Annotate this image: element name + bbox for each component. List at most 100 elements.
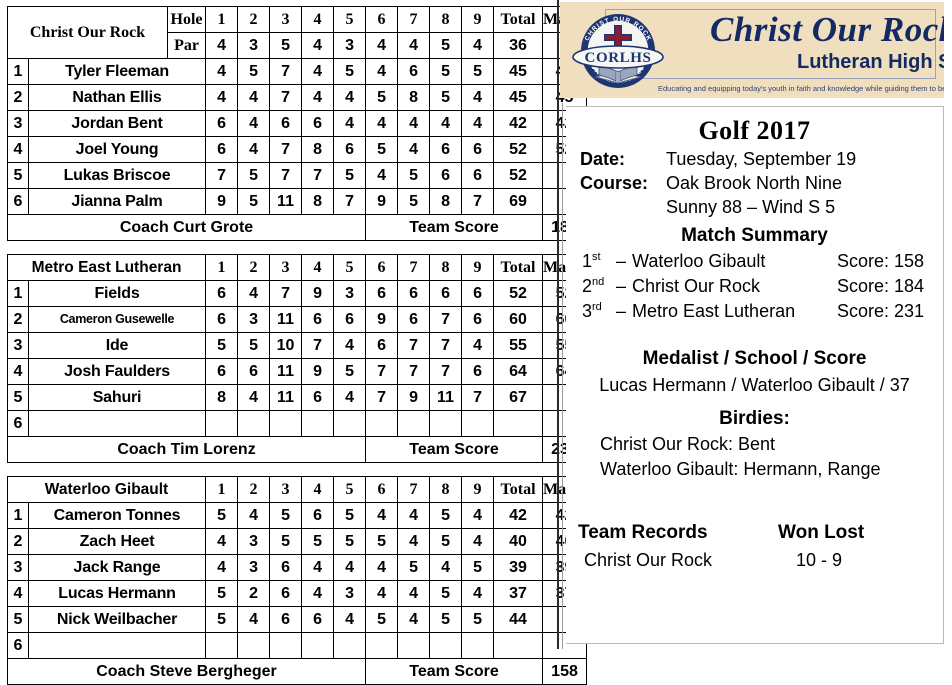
hole-number-cell: 4 — [301, 476, 335, 503]
hole-score-cell: 8 — [205, 384, 239, 411]
hole-score-cell: 5 — [429, 606, 463, 633]
hole-score-cell: 4 — [333, 84, 367, 111]
birdie-line: Waterloo Gibault: Hermann, Range — [600, 459, 881, 479]
coach-name-cell: Coach Steve Bergheger — [6, 658, 367, 685]
table-row: 5 Lukas Briscoe 7 5 7 7 5 4 5 6 6 52 — [7, 162, 588, 189]
hole-score-cell — [301, 410, 335, 437]
hole-number-cell: 7 — [397, 476, 431, 503]
player-number-cell: 4 — [7, 358, 29, 385]
rank-position: 1st — [582, 251, 601, 271]
hole-score-cell: 4 — [237, 280, 271, 307]
par-value-cell: 5 — [429, 32, 463, 59]
hole-score-cell: 4 — [397, 502, 431, 529]
hole-score-cell: 5 — [429, 528, 463, 555]
hole-score-cell: 7 — [461, 384, 495, 411]
total-header-cell: Total — [493, 6, 544, 33]
rank-team: Waterloo Gibault — [632, 251, 766, 271]
won-lost-label: Won Lost — [778, 522, 865, 543]
hole-score-cell: 6 — [333, 136, 367, 163]
course-value: Oak Brook North Nine — [666, 173, 843, 193]
hole-number-cell: 6 — [365, 254, 399, 281]
rank-dash: – — [616, 301, 627, 321]
hole-score-cell: 4 — [333, 332, 367, 359]
player-number-cell: 6 — [7, 632, 29, 659]
table-row: 2 Zach Heet 4 3 5 5 5 5 4 5 4 40 40 — [7, 528, 588, 555]
hole-score-cell: 4 — [365, 580, 399, 607]
hole-score-cell: 9 — [205, 188, 239, 215]
player-number-cell: 4 — [7, 580, 29, 607]
table-header-row: Metro East Lutheran 1 2 3 4 5 6 7 8 9 Total Match — [6, 254, 588, 281]
hole-number-cell: 6 — [365, 6, 399, 33]
hole-score-cell: 4 — [237, 84, 271, 111]
hole-score-cell: 7 — [301, 332, 335, 359]
hole-score-cell: 8 — [301, 136, 335, 163]
hole-score-cell: 5 — [237, 58, 271, 85]
hole-score-cell: 11 — [269, 384, 303, 411]
hole-number-cell: 4 — [301, 254, 335, 281]
hole-score-cell: 5 — [365, 528, 399, 555]
hole-number-cell: 1 — [205, 254, 239, 281]
rank-team: Christ Our Rock — [632, 276, 761, 296]
player-total-cell: 45 — [493, 84, 544, 111]
hole-score-cell: 7 — [429, 358, 463, 385]
hole-score-cell: 9 — [365, 306, 399, 333]
hole-number-cell: 5 — [333, 6, 367, 33]
score-tables-column: Christ Our RockHole123456789TotalMatchPa… — [6, 6, 588, 685]
hole-number-cell: 7 — [397, 6, 431, 33]
table-row: 1 Cameron Tonnes 5 4 5 6 5 4 4 5 4 42 42 — [7, 502, 588, 529]
hole-score-cell: 5 — [429, 58, 463, 85]
hole-score-cell: 4 — [461, 528, 495, 555]
player-number-cell: 5 — [7, 162, 29, 189]
player-number-cell: 3 — [7, 110, 29, 137]
hole-number-cell: 9 — [461, 476, 495, 503]
hole-score-cell: 7 — [429, 306, 463, 333]
rank-score: Score: 158 — [837, 251, 925, 271]
score-table: Waterloo Gibault 1 2 3 4 5 6 7 8 9 Total Match 1 Came… — [6, 476, 588, 685]
hole-score-cell: 5 — [205, 332, 239, 359]
hole-number-cell: 1 — [205, 6, 239, 33]
hole-score-cell: 5 — [429, 84, 463, 111]
hole-score-cell: 8 — [301, 188, 335, 215]
hole-score-cell: 6 — [301, 384, 335, 411]
player-name-cell: Tyler Fleeman — [27, 58, 207, 85]
hole-score-cell: 5 — [461, 606, 495, 633]
hole-number-cell: 3 — [269, 254, 303, 281]
hole-number-cell: 4 — [301, 6, 335, 33]
birdie-line: Christ Our Rock: Bent — [600, 434, 776, 454]
player-total-cell: 42 — [493, 110, 544, 137]
par-value-cell: 3 — [333, 32, 367, 59]
hole-score-cell: 5 — [205, 502, 239, 529]
coach-name-cell: Coach Curt Grote — [6, 214, 367, 241]
player-total-cell: 40 — [493, 528, 544, 555]
hole-score-cell: 4 — [205, 528, 239, 555]
rank-dash: – — [616, 251, 627, 271]
hole-score-cell: 6 — [461, 358, 495, 385]
player-number-cell: 2 — [7, 306, 29, 333]
par-value-cell: 4 — [205, 32, 239, 59]
player-name-cell: Sahuri — [27, 384, 207, 411]
hole-score-cell: 6 — [429, 280, 463, 307]
hole-score-cell: 6 — [429, 136, 463, 163]
rank-position: 3rd — [582, 301, 602, 321]
hole-score-cell: 4 — [397, 606, 431, 633]
table-row: 5 Sahuri 8 4 11 6 4 7 9 11 7 67 — [7, 384, 588, 411]
hole-score-cell: 9 — [397, 384, 431, 411]
hole-score-cell: 5 — [397, 554, 431, 581]
hole-score-cell — [269, 632, 303, 659]
hole-score-cell: 6 — [397, 306, 431, 333]
player-name-cell — [27, 410, 207, 437]
hole-score-cell: 6 — [301, 306, 335, 333]
hole-score-cell: 5 — [429, 502, 463, 529]
hole-score-cell: 11 — [269, 306, 303, 333]
player-number-cell: 3 — [7, 332, 29, 359]
par-value-cell: 4 — [461, 32, 495, 59]
hole-score-cell: 5 — [333, 358, 367, 385]
school-subtitle: Lutheran High School — [797, 51, 944, 73]
table-row: 4 Joel Young 6 4 7 8 6 5 4 6 6 52 52 — [7, 136, 588, 163]
hole-score-cell: 5 — [269, 502, 303, 529]
player-name-cell — [27, 632, 207, 659]
player-number-cell: 6 — [7, 410, 29, 437]
hole-score-cell: 5 — [397, 188, 431, 215]
table-gap — [7, 241, 552, 254]
